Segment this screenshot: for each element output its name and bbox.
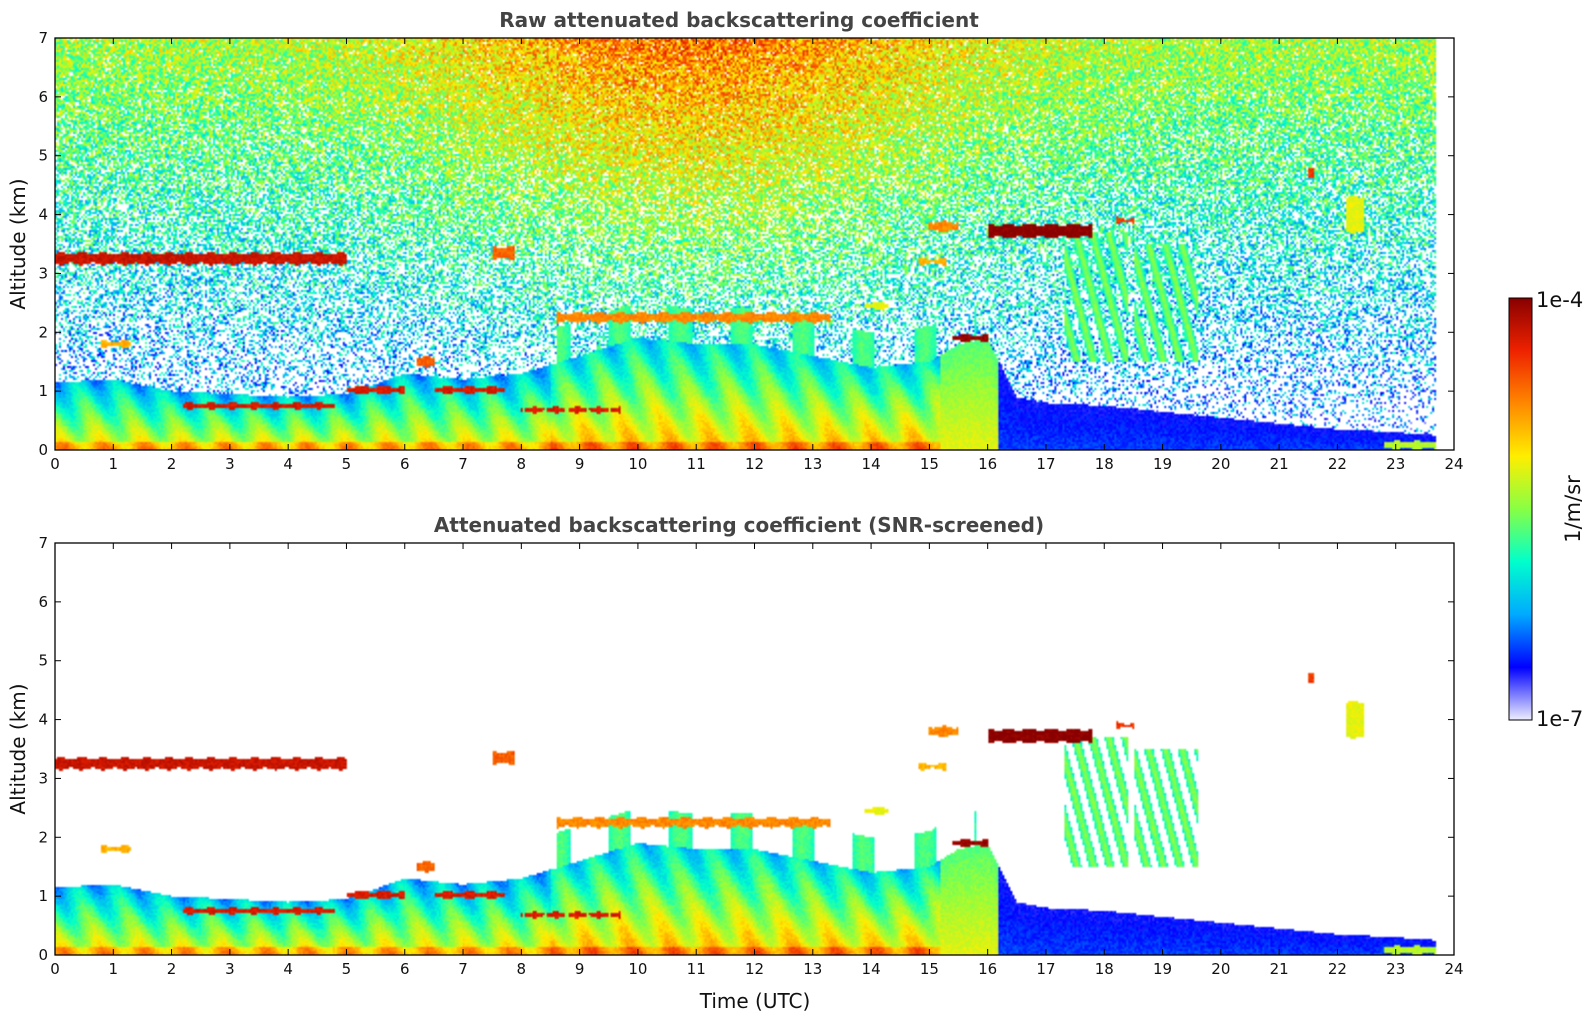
colorbar: 1e-4 1e-7 1/m/sr	[1508, 288, 1585, 731]
x-tick-label: 8	[517, 455, 527, 473]
x-tick-label: 14	[862, 960, 881, 978]
x-tick-label: 15	[920, 960, 939, 978]
y-axis-ticks-raw: 0 1 2 3 4 5 6 7	[38, 29, 1454, 459]
x-tick-label: 22	[1328, 960, 1347, 978]
x-tick-label: 6	[400, 960, 410, 978]
x-tick-label: 3	[225, 455, 235, 473]
colorbar-scale	[1508, 297, 1533, 721]
y-tick-label: 6	[38, 88, 48, 106]
y-tick-label: 3	[38, 769, 48, 787]
y-tick-label: 7	[38, 29, 48, 47]
x-tick-label: 13	[803, 455, 822, 473]
y-tick-label: 1	[38, 382, 48, 400]
x-tick-label: 18	[1095, 455, 1114, 473]
x-tick-label: 23	[1386, 455, 1405, 473]
x-axis-ticks-raw: 0 1 2 3 4 5 6 7 8 9 10 11 12 13 14 15 16 17 18 19 20 21 22 23 24	[50, 38, 1464, 473]
colorbar-min-label: 1e-7	[1536, 707, 1583, 731]
x-tick-label: 19	[1153, 960, 1172, 978]
x-tick-label: 16	[978, 455, 997, 473]
x-tick-label: 13	[803, 960, 822, 978]
panel-raw-title: Raw attenuated backscattering coefficien…	[499, 8, 979, 32]
x-tick-label: 7	[458, 455, 468, 473]
colorbar-unit-label: 1/m/sr	[1561, 475, 1585, 543]
y-tick-label: 0	[38, 946, 48, 964]
x-tick-label: 24	[1444, 960, 1463, 978]
x-tick-label: 10	[628, 455, 647, 473]
x-tick-label: 7	[458, 960, 468, 978]
y-axis-label-screened: Altitude (km)	[6, 683, 30, 814]
x-axis-ticks-screened: 0 1 2 3 4 5 6 7 8 9 10 11 12 13 14 15 16 17 18 19 20 21 22 23 24	[50, 543, 1464, 978]
y-tick-label: 5	[38, 147, 48, 165]
x-tick-label: 21	[1270, 455, 1289, 473]
x-tick-label: 8	[517, 960, 527, 978]
panel-screened-title: Attenuated backscattering coefficient (S…	[434, 513, 1044, 537]
x-axis-label: Time (UTC)	[699, 989, 811, 1013]
x-tick-label: 1	[109, 960, 119, 978]
panel-raw: Raw attenuated backscattering coefficien…	[6, 8, 1464, 473]
panel-screened: Attenuated backscattering coefficient (S…	[6, 513, 1464, 1013]
y-tick-label: 2	[38, 323, 48, 341]
x-tick-label: 12	[745, 455, 764, 473]
x-tick-label: 21	[1270, 960, 1289, 978]
x-tick-label: 9	[575, 455, 585, 473]
x-tick-label: 2	[167, 455, 177, 473]
y-tick-label: 7	[38, 534, 48, 552]
x-tick-label: 17	[1036, 960, 1055, 978]
x-tick-label: 22	[1328, 455, 1347, 473]
x-tick-label: 20	[1211, 455, 1230, 473]
y-tick-label: 3	[38, 264, 48, 282]
x-tick-label: 1	[109, 455, 119, 473]
y-tick-label: 4	[38, 711, 48, 729]
x-tick-label: 20	[1211, 960, 1230, 978]
y-tick-label: 4	[38, 206, 48, 224]
x-tick-label: 16	[978, 960, 997, 978]
x-tick-label: 3	[225, 960, 235, 978]
x-tick-label: 6	[400, 455, 410, 473]
y-tick-label: 1	[38, 887, 48, 905]
x-tick-label: 4	[283, 455, 293, 473]
x-tick-label: 10	[628, 960, 647, 978]
x-tick-label: 23	[1386, 960, 1405, 978]
y-tick-label: 5	[38, 652, 48, 670]
x-tick-label: 24	[1444, 455, 1463, 473]
x-tick-label: 12	[745, 960, 764, 978]
x-tick-label: 18	[1095, 960, 1114, 978]
x-tick-label: 5	[342, 960, 352, 978]
x-tick-label: 9	[575, 960, 585, 978]
y-axis-label-raw: Altitude (km)	[6, 178, 30, 309]
screened-heatmap-image	[55, 543, 1454, 955]
x-tick-label: 11	[687, 960, 706, 978]
x-tick-label: 17	[1036, 455, 1055, 473]
raw-heatmap-image	[55, 38, 1454, 450]
x-tick-label: 4	[283, 960, 293, 978]
y-tick-label: 2	[38, 828, 48, 846]
x-tick-label: 11	[687, 455, 706, 473]
x-tick-label: 14	[862, 455, 881, 473]
y-tick-label: 0	[38, 441, 48, 459]
y-tick-label: 6	[38, 593, 48, 611]
x-tick-label: 0	[50, 455, 60, 473]
x-tick-label: 19	[1153, 455, 1172, 473]
x-tick-label: 15	[920, 455, 939, 473]
x-tick-label: 5	[342, 455, 352, 473]
x-tick-label: 0	[50, 960, 60, 978]
colorbar-max-label: 1e-4	[1536, 288, 1583, 312]
y-axis-ticks-screened: 0 1 2 3 4 5 6 7	[38, 534, 1454, 964]
x-tick-label: 2	[167, 960, 177, 978]
